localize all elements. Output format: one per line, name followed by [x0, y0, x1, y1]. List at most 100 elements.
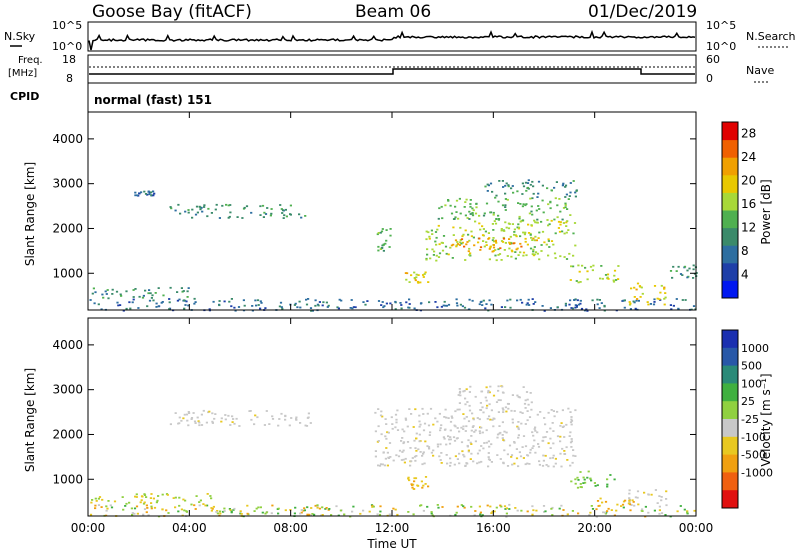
- power-cell: [585, 308, 588, 311]
- velocity-cell: [411, 486, 414, 489]
- velocity-cell: [508, 503, 511, 506]
- power-cell: [569, 299, 572, 302]
- power-cell: [366, 300, 369, 302]
- power-cell: [408, 281, 411, 283]
- power-cell: [471, 299, 474, 302]
- power-colorbar-frame: [721, 121, 739, 299]
- power-cell: [351, 307, 354, 310]
- power-cell: [503, 249, 506, 251]
- power-cell: [169, 206, 172, 208]
- power-colorbar-swatch: [722, 192, 738, 211]
- power-cell: [512, 191, 515, 194]
- velocity-cell: [551, 506, 554, 509]
- velocity-cell: [381, 463, 384, 466]
- power-cell: [229, 211, 232, 214]
- power-cell: [485, 202, 489, 205]
- velocity-cell: [587, 470, 590, 473]
- velocity-cell: [379, 505, 382, 508]
- power-cell: [407, 306, 410, 309]
- power-cell: [245, 205, 249, 208]
- velocity-cell: [574, 455, 577, 457]
- power-cell: [203, 204, 206, 207]
- velocity-cell: [439, 429, 442, 432]
- power-cell: [531, 298, 534, 300]
- power-cell: [615, 279, 618, 281]
- velocity-cell: [630, 504, 633, 506]
- freq-label: Freq.: [18, 55, 43, 66]
- power-cell: [508, 247, 511, 250]
- velocity-cell: [309, 514, 313, 517]
- power-cell: [415, 276, 418, 279]
- power-cell: [364, 303, 367, 306]
- power-cell: [482, 299, 485, 302]
- velocity-cell: [402, 441, 406, 444]
- power-cell: [617, 278, 620, 280]
- power-cell: [447, 253, 450, 256]
- velocity-colorbar-swatch: [722, 436, 738, 456]
- power-cell: [242, 299, 245, 302]
- power-cell: [427, 281, 430, 283]
- power-cell: [628, 303, 632, 306]
- power-cell: [532, 185, 535, 188]
- power-cell: [405, 301, 408, 304]
- power-cell: [187, 304, 190, 307]
- velocity-cell: [428, 434, 431, 436]
- velocity-cell: [427, 424, 431, 427]
- velocity-cell: [454, 410, 457, 413]
- power-cell: [428, 301, 431, 304]
- velocity-cell: [563, 450, 566, 452]
- velocity-cell: [574, 478, 577, 481]
- power-cell: [532, 250, 535, 253]
- power-cell: [492, 250, 495, 252]
- velocity-cell: [563, 436, 566, 438]
- power-cell: [138, 192, 141, 195]
- power-cell: [507, 222, 510, 225]
- velocity-cell: [455, 511, 458, 514]
- power-cell: [543, 241, 546, 244]
- velocity-cell: [270, 512, 273, 515]
- velocity-cell: [232, 418, 235, 420]
- velocity-cell: [121, 496, 124, 498]
- velocity-cell: [180, 419, 183, 422]
- velocity-cell: [320, 514, 323, 517]
- velocity-cell: [484, 396, 487, 399]
- power-cell: [658, 298, 661, 301]
- velocity-cell: [620, 505, 623, 507]
- power-cell: [527, 298, 530, 301]
- power-cell: [194, 301, 197, 303]
- velocity-cell: [424, 483, 427, 485]
- power-cell: [187, 211, 190, 214]
- power-cell: [557, 227, 560, 229]
- power-cell: [519, 220, 522, 223]
- power-cell: [206, 215, 209, 218]
- velocity-cell: [547, 411, 550, 414]
- power-cell: [527, 187, 530, 190]
- power-cell: [422, 274, 425, 276]
- power-cell: [669, 304, 672, 306]
- velocity-cell: [421, 454, 424, 457]
- power-cell: [536, 252, 539, 255]
- velocity-cell: [177, 510, 180, 513]
- power-cell: [107, 297, 110, 300]
- power-cell: [489, 182, 493, 185]
- power-cell: [256, 299, 260, 302]
- velocity-cell: [508, 444, 512, 447]
- velocity-cell: [443, 416, 446, 418]
- velocity-cell: [570, 416, 573, 418]
- power-cell: [468, 239, 471, 242]
- velocity-cell: [665, 490, 668, 493]
- velocity-cell: [391, 427, 394, 430]
- velocity-cell: [422, 451, 425, 454]
- velocity-cell: [554, 457, 557, 460]
- nsearch-tick-top: 10^5: [706, 19, 736, 32]
- power-cell: [385, 302, 388, 305]
- power-cell: [515, 248, 518, 251]
- velocity-cell: [487, 440, 490, 443]
- velocity-cell: [473, 514, 476, 517]
- velocity-cell: [145, 511, 148, 514]
- power-cell: [632, 300, 635, 303]
- power-cell: [279, 301, 283, 304]
- velocity-cell: [544, 423, 547, 426]
- power-cell: [431, 233, 434, 235]
- power-cell: [102, 296, 105, 299]
